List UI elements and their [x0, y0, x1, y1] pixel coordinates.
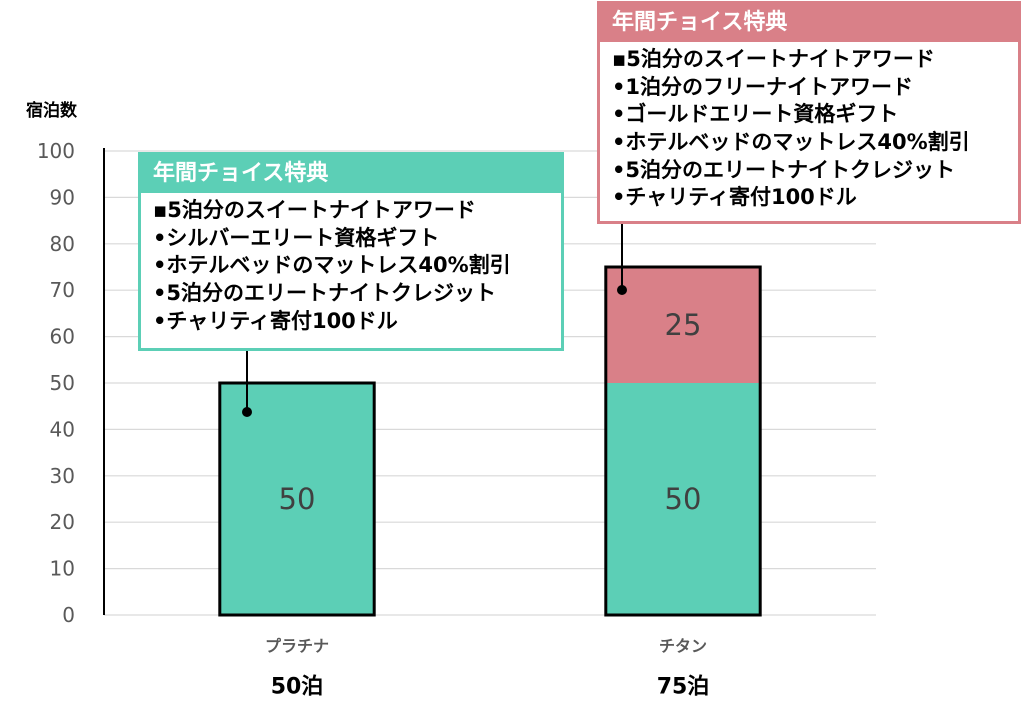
callout-title: 年間チョイス特典: [600, 4, 1018, 42]
benefit-item: •シルバーエリート資格ギフト: [153, 225, 440, 250]
y-tick-label: 0: [62, 603, 75, 627]
category-label: チタン: [659, 637, 707, 656]
y-tick-label: 70: [50, 278, 75, 302]
y-tick-label: 50: [50, 371, 75, 395]
y-tick-labels: 0 10 20 30 40 50 60 70 80 90 100: [37, 139, 75, 627]
bar-value-label: 50: [665, 482, 702, 516]
benefit-item: •チャリティ寄付100ドル: [612, 185, 857, 210]
bars: [218, 265, 762, 617]
bar-value-label: 50: [279, 482, 316, 516]
y-tick-label: 10: [50, 557, 75, 581]
benefit-item: •チャリティ寄付100ドル: [153, 308, 398, 333]
callout-connector-dot: [242, 407, 252, 417]
benefit-item: ▪5泊分のスイートナイトアワード: [612, 47, 935, 71]
callout-connectors: [242, 224, 627, 417]
benefit-list: ▪5泊分のスイートナイトアワード •シルバーエリート資格ギフト •ホテルベッドの…: [141, 193, 561, 335]
bar-outline-0: [218, 381, 376, 617]
y-tick-label: 90: [50, 185, 75, 209]
y-tick-label: 80: [50, 232, 75, 256]
y-tick-label: 100: [37, 139, 75, 163]
bar-segment-1-0: [605, 383, 761, 615]
callout-connector-dot: [617, 285, 627, 295]
y-tick-label: 20: [50, 510, 75, 534]
category-total-label: 50泊: [271, 675, 324, 700]
category-total-label: 75泊: [657, 675, 710, 700]
y-tick-label: 60: [50, 325, 75, 349]
benefit-item: •ホテルベッドのマットレス40%割引: [612, 130, 970, 155]
benefit-item: •5泊分のエリートナイトクレジット: [153, 281, 497, 306]
benefit-item: ▪5泊分のスイートナイトアワード: [153, 198, 476, 222]
benefit-item: •1泊分のフリーナイトアワード: [612, 74, 914, 99]
benefit-list: ▪5泊分のスイートナイトアワード •1泊分のフリーナイトアワード •ゴールドエリ…: [600, 42, 1018, 212]
callout-box-platinum-benefits: 年間チョイス特典 ▪5泊分のスイートナイトアワード •シルバーエリート資格ギフト…: [138, 152, 564, 351]
y-tick-label: 40: [50, 417, 75, 441]
bar-segment-0-0: [219, 383, 375, 615]
callout-box-titanium-benefits: 年間チョイス特典 ▪5泊分のスイートナイトアワード •1泊分のフリーナイトアワー…: [597, 1, 1021, 224]
y-tick-label: 30: [50, 464, 75, 488]
y-axis-title: 宿泊数: [26, 101, 77, 121]
benefit-item: •ゴールドエリート資格ギフト: [612, 102, 899, 127]
benefit-item: •ホテルベッドのマットレス40%割引: [153, 253, 511, 278]
callout-title: 年間チョイス特典: [141, 155, 561, 193]
bar-outline-1: [604, 265, 762, 617]
category-label: プラチナ: [265, 637, 329, 656]
category-labels: プラチナ 50泊 チタン 75泊: [265, 637, 709, 700]
bar-segment-1-1: [605, 267, 761, 383]
benefit-item: •5泊分のエリートナイトクレジット: [612, 157, 956, 182]
bar-value-label: 25: [665, 308, 702, 342]
value-labels: 50 50 25: [279, 308, 702, 516]
